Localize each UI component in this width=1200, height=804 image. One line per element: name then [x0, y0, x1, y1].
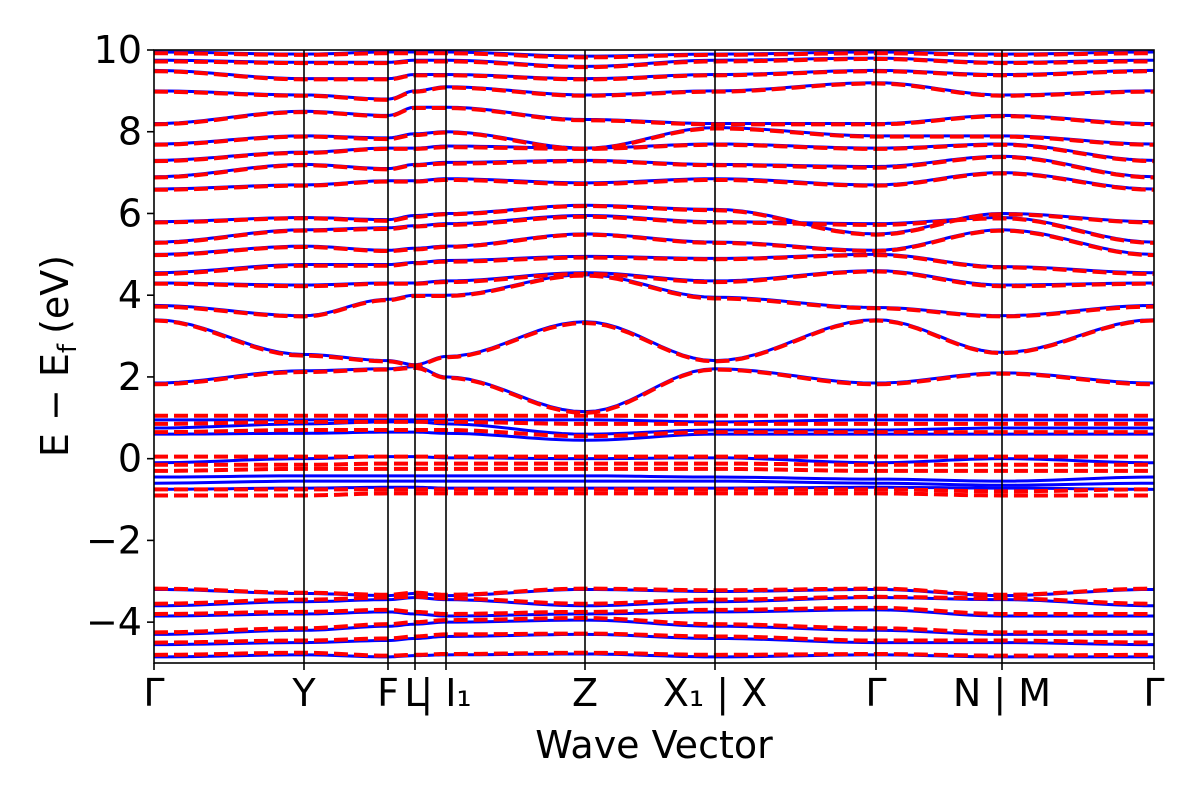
- band-dashed-52: [154, 171, 1154, 192]
- band-dashed-44: [154, 365, 1154, 415]
- kpoint-lines: [303, 50, 1003, 663]
- ytick-label-4: 4: [118, 273, 142, 317]
- ytick-label-7: 10: [94, 28, 142, 72]
- band-dashed-50: [154, 214, 1154, 245]
- band-dashed-55: [154, 126, 1154, 151]
- band-dashed-48: [154, 253, 1154, 276]
- kpoint-label-3: L: [404, 671, 425, 715]
- band-solid-12: [154, 418, 1154, 424]
- ytick-label-3: 2: [118, 355, 142, 399]
- bands-layer: [154, 50, 1154, 659]
- band-dashed-51: [154, 204, 1154, 237]
- kpoint-labels: Γ Y F L| I₁ Z X₁ | X Γ N | M Γ: [143, 663, 1165, 716]
- band-dashed-57: [154, 81, 1154, 102]
- band-solid-10: [154, 430, 1154, 442]
- band-dashed-59: [154, 56, 1154, 70]
- y-axis-title-subscript: f: [53, 343, 83, 353]
- band-dashed-58: [154, 69, 1154, 82]
- kpoint-label-8: N | M: [953, 671, 1051, 716]
- y-axis-title: E − Ef (eV): [33, 255, 83, 457]
- band-dashed-34: [154, 594, 1154, 606]
- ytick-label-0: −4: [86, 600, 142, 644]
- band-dashed-32: [154, 616, 1154, 635]
- band-dashed-37: [154, 487, 1154, 494]
- y-axis-title-main: E − E: [33, 353, 77, 457]
- ytick-label-2: 0: [118, 437, 142, 481]
- band-dashed-41: [154, 428, 1154, 439]
- y-ticks: −4 −2 0 2 4 6 8 10: [86, 28, 154, 644]
- kpoint-label-5: Z: [572, 671, 598, 715]
- band-solid-2: [154, 618, 1154, 636]
- kpoint-label-6: X₁ | X: [663, 671, 767, 716]
- kpoint-label-0: Γ: [143, 671, 164, 715]
- band-dashed-53: [154, 155, 1154, 180]
- kpoint-label-7: Γ: [865, 671, 886, 715]
- band-dashed-35: [154, 586, 1154, 597]
- ytick-label-1: −2: [86, 518, 142, 562]
- band-dashed-56: [154, 106, 1154, 127]
- band-dashed-36: [154, 491, 1154, 498]
- kpoint-label-1: Y: [291, 671, 316, 715]
- y-axis-title-unit: (eV): [33, 255, 77, 334]
- band-dashed-60: [154, 51, 1154, 60]
- band-dashed-42: [154, 419, 1154, 426]
- band-solid-8: [154, 474, 1154, 483]
- band-dashed-31: [154, 631, 1154, 645]
- ytick-label-5: 6: [118, 191, 142, 235]
- kpoint-label-9: Γ: [1143, 671, 1164, 715]
- ytick-label-6: 8: [118, 110, 142, 154]
- band-solid-7: [154, 479, 1154, 487]
- band-dashed-30: [154, 650, 1154, 658]
- band-dashed-45: [154, 318, 1154, 368]
- band-dashed-46: [154, 273, 1154, 319]
- band-dashed-33: [154, 605, 1154, 616]
- band-dashed-47: [154, 269, 1154, 289]
- band-dashed-39: [154, 461, 1154, 467]
- band-dashed-49: [154, 228, 1154, 258]
- plot-frame: [153, 49, 1155, 664]
- band-dashed-38: [154, 466, 1154, 473]
- band-dashed-54: [154, 142, 1154, 164]
- x-axis-title: Wave Vector: [535, 723, 773, 767]
- band-solid-3: [154, 608, 1154, 618]
- kpoint-label-2: F: [377, 671, 399, 715]
- kpoint-label-4: | I₁: [420, 671, 471, 716]
